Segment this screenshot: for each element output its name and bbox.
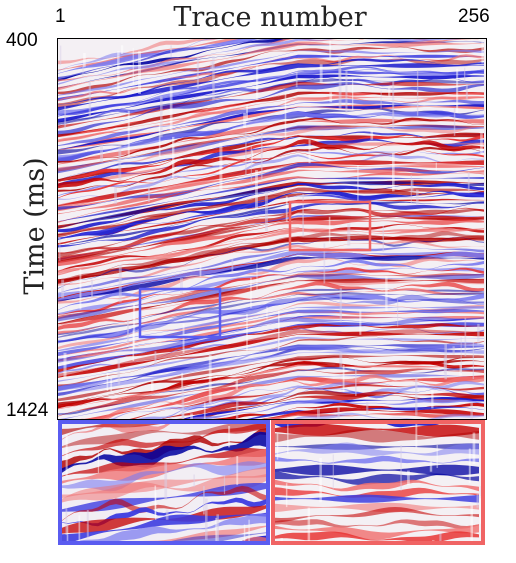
red-highlight-box — [288, 200, 372, 252]
y-axis-title: Time (ms) — [19, 157, 51, 295]
blue-zoom-image — [62, 424, 266, 541]
y-axis-bottom-label: 1424 — [6, 400, 49, 421]
x-axis-start-label: 1 — [55, 6, 66, 27]
red-zoom-panel — [271, 420, 485, 545]
blue-zoom-panel — [58, 420, 270, 545]
blue-highlight-box — [138, 287, 222, 339]
red-zoom-image — [275, 424, 481, 541]
seismic-section — [57, 38, 487, 420]
seismic-section-image — [58, 39, 486, 419]
figure-title: Trace number — [173, 2, 367, 33]
y-axis-top-label: 400 — [6, 30, 38, 51]
x-axis-end-label: 256 — [458, 6, 490, 27]
seismic-reflectors — [58, 39, 486, 419]
